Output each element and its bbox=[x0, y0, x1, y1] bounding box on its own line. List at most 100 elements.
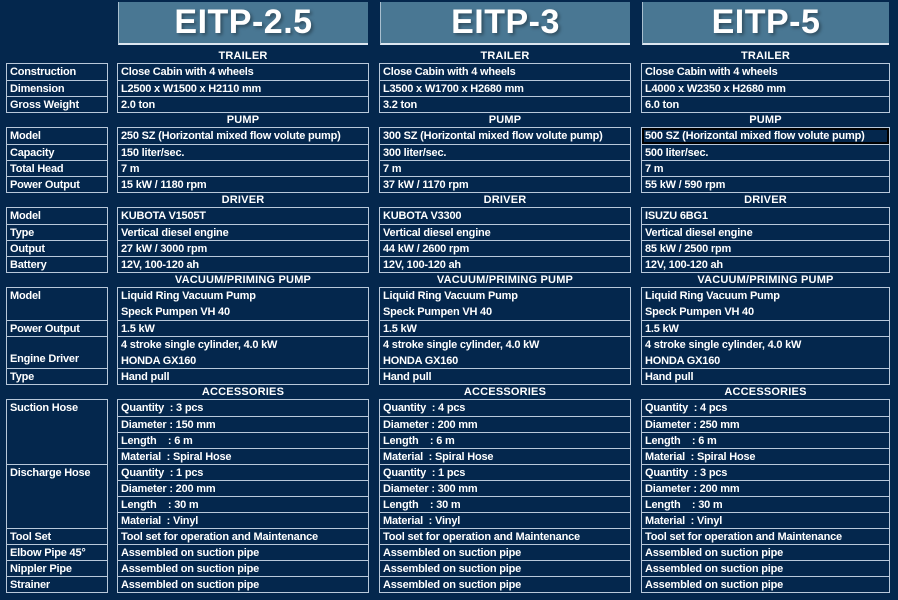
section-header-accessories[interactable]: ACCESSORIES bbox=[463, 386, 547, 398]
value-tool-set[interactable]: Tool set for operation and Maintenance bbox=[642, 528, 889, 544]
value-power-output[interactable]: 15 kW / 1180 rpm bbox=[118, 176, 368, 192]
row-label-strainer[interactable]: Strainer bbox=[7, 576, 107, 592]
row-label-gross-weight[interactable]: Gross Weight bbox=[7, 96, 107, 112]
row-label-model[interactable]: Model bbox=[10, 290, 41, 302]
value-suction-quantity[interactable]: Quantity : 4 pcs bbox=[645, 402, 728, 414]
value-dimension[interactable]: L3500 x W1700 x H2680 mm bbox=[380, 80, 630, 96]
value-engine-driver[interactable]: 4 stroke single cylinder, 4.0 kW HONDA G… bbox=[642, 336, 889, 368]
value-construction[interactable]: Close Cabin with 4 wheels bbox=[121, 66, 254, 78]
row-label-type[interactable]: Type bbox=[7, 224, 107, 240]
row-label-total-head[interactable]: Total Head bbox=[7, 160, 107, 176]
value-battery[interactable]: 12V, 100-120 ah bbox=[642, 256, 889, 272]
value-elbow-pipe[interactable]: Assembled on suction pipe bbox=[118, 544, 368, 560]
value-driver-output[interactable]: 44 kW / 2600 rpm bbox=[380, 240, 630, 256]
value-suction-quantity[interactable]: Quantity : 4 pcs bbox=[383, 402, 466, 414]
value-gross-weight[interactable]: 6.0 ton bbox=[642, 96, 889, 112]
section-header-driver[interactable]: DRIVER bbox=[744, 194, 787, 206]
value-driver-output[interactable]: 27 kW / 3000 rpm bbox=[118, 240, 368, 256]
section-header-trailer[interactable]: TRAILER bbox=[740, 50, 791, 62]
section-header-vacuum[interactable]: VACUUM/PRIMING PUMP bbox=[436, 274, 574, 286]
product-title[interactable]: EITP-2.5 bbox=[118, 2, 368, 45]
row-label-discharge-hose[interactable]: Discharge Hose bbox=[7, 464, 107, 528]
value-suction-material[interactable]: Material : Spiral Hose bbox=[642, 448, 889, 464]
value-tool-set[interactable]: Tool set for operation and Maintenance bbox=[118, 528, 368, 544]
section-header-accessories[interactable]: ACCESSORIES bbox=[201, 386, 285, 398]
value-discharge-diameter[interactable]: Diameter : 300 mm bbox=[380, 480, 630, 496]
value-suction-material[interactable]: Material : Spiral Hose bbox=[118, 448, 368, 464]
section-header-pump[interactable]: PUMP bbox=[488, 114, 522, 126]
value-suction-diameter[interactable]: Diameter : 200 mm bbox=[380, 416, 630, 432]
value-vacuum-type[interactable]: Hand pull bbox=[118, 368, 368, 384]
value-discharge-material[interactable]: Material : Vinyl bbox=[642, 512, 889, 528]
value-suction-diameter[interactable]: Diameter : 150 mm bbox=[118, 416, 368, 432]
value-discharge-length[interactable]: Length : 30 m bbox=[642, 496, 889, 512]
value-discharge-quantity[interactable]: Quantity : 1 pcs bbox=[118, 464, 368, 480]
section-header-pump[interactable]: PUMP bbox=[749, 114, 782, 126]
product-title[interactable]: EITP-3 bbox=[380, 2, 630, 45]
value-driver-type[interactable]: Vertical diesel engine bbox=[380, 224, 630, 240]
section-header-trailer[interactable]: TRAILER bbox=[218, 50, 268, 62]
value-suction-length[interactable]: Length : 6 m bbox=[642, 432, 889, 448]
value-discharge-length[interactable]: Length : 30 m bbox=[380, 496, 630, 512]
value-driver-type[interactable]: Vertical diesel engine bbox=[642, 224, 889, 240]
value-dimension[interactable]: L4000 x W2350 x H2680 mm bbox=[642, 80, 889, 96]
section-header-trailer[interactable]: TRAILER bbox=[480, 50, 530, 62]
section-header-pump[interactable]: PUMP bbox=[226, 114, 260, 126]
row-label-tool-set[interactable]: Tool Set bbox=[7, 528, 107, 544]
value-pump-model-active-cell[interactable]: 500 SZ (Horizontal mixed flow volute pum… bbox=[642, 128, 889, 144]
value-pump-model[interactable]: 250 SZ (Horizontal mixed flow volute pum… bbox=[121, 130, 341, 142]
value-discharge-diameter[interactable]: Diameter : 200 mm bbox=[642, 480, 889, 496]
value-vacuum-model[interactable]: Liquid Ring Vacuum Pump Speck Pumpen VH … bbox=[380, 288, 630, 320]
value-total-head[interactable]: 7 m bbox=[642, 160, 889, 176]
value-gross-weight[interactable]: 3.2 ton bbox=[380, 96, 630, 112]
value-nippler-pipe[interactable]: Assembled on suction pipe bbox=[642, 560, 889, 576]
value-engine-driver[interactable]: 4 stroke single cylinder, 4.0 kW HONDA G… bbox=[118, 336, 368, 368]
value-nippler-pipe[interactable]: Assembled on suction pipe bbox=[380, 560, 630, 576]
section-header-vacuum[interactable]: VACUUM/PRIMING PUMP bbox=[174, 274, 312, 286]
value-discharge-material[interactable]: Material : Vinyl bbox=[380, 512, 630, 528]
section-header-vacuum[interactable]: VACUUM/PRIMING PUMP bbox=[697, 274, 834, 286]
row-label-engine-driver[interactable]: Engine Driver bbox=[7, 336, 107, 368]
value-vacuum-type[interactable]: Hand pull bbox=[642, 368, 889, 384]
value-capacity[interactable]: 150 liter/sec. bbox=[118, 144, 368, 160]
value-discharge-quantity[interactable]: Quantity : 3 pcs bbox=[642, 464, 889, 480]
value-construction[interactable]: Close Cabin with 4 wheels bbox=[645, 66, 778, 78]
row-label-power-output[interactable]: Power Output bbox=[7, 320, 107, 336]
value-capacity[interactable]: 300 liter/sec. bbox=[380, 144, 630, 160]
value-suction-quantity[interactable]: Quantity : 3 pcs bbox=[121, 402, 204, 414]
value-discharge-diameter[interactable]: Diameter : 200 mm bbox=[118, 480, 368, 496]
value-total-head[interactable]: 7 m bbox=[380, 160, 630, 176]
value-total-head[interactable]: 7 m bbox=[118, 160, 368, 176]
value-suction-material[interactable]: Material : Spiral Hose bbox=[380, 448, 630, 464]
row-label-power-output[interactable]: Power Output bbox=[7, 176, 107, 192]
row-label-battery[interactable]: Battery bbox=[7, 256, 107, 272]
row-label-elbow-pipe[interactable]: Elbow Pipe 45° bbox=[7, 544, 107, 560]
value-suction-length[interactable]: Length : 6 m bbox=[118, 432, 368, 448]
value-vacuum-power[interactable]: 1.5 kW bbox=[380, 320, 630, 336]
value-tool-set[interactable]: Tool set for operation and Maintenance bbox=[380, 528, 630, 544]
value-strainer[interactable]: Assembled on suction pipe bbox=[642, 576, 889, 592]
row-label-nippler-pipe[interactable]: Nippler Pipe bbox=[7, 560, 107, 576]
value-vacuum-power[interactable]: 1.5 kW bbox=[118, 320, 368, 336]
value-suction-diameter[interactable]: Diameter : 250 mm bbox=[642, 416, 889, 432]
row-label-model[interactable]: Model bbox=[10, 130, 41, 142]
row-label-construction[interactable]: Construction bbox=[10, 66, 77, 78]
value-strainer[interactable]: Assembled on suction pipe bbox=[380, 576, 630, 592]
value-construction[interactable]: Close Cabin with 4 wheels bbox=[383, 66, 516, 78]
value-driver-output[interactable]: 85 kW / 2500 rpm bbox=[642, 240, 889, 256]
value-discharge-length[interactable]: Length : 30 m bbox=[118, 496, 368, 512]
row-label-dimension[interactable]: Dimension bbox=[7, 80, 107, 96]
value-elbow-pipe[interactable]: Assembled on suction pipe bbox=[642, 544, 889, 560]
section-header-driver[interactable]: DRIVER bbox=[483, 194, 527, 206]
value-driver-model[interactable]: ISUZU 6BG1 bbox=[645, 210, 708, 222]
section-header-accessories[interactable]: ACCESSORIES bbox=[724, 386, 807, 398]
value-elbow-pipe[interactable]: Assembled on suction pipe bbox=[380, 544, 630, 560]
value-driver-model[interactable]: KUBOTA V3300 bbox=[383, 210, 462, 222]
row-label-type[interactable]: Type bbox=[7, 368, 107, 384]
value-vacuum-model[interactable]: Liquid Ring Vacuum Pump Speck Pumpen VH … bbox=[118, 288, 368, 320]
value-power-output[interactable]: 37 kW / 1170 rpm bbox=[380, 176, 630, 192]
value-capacity[interactable]: 500 liter/sec. bbox=[642, 144, 889, 160]
value-vacuum-type[interactable]: Hand pull bbox=[380, 368, 630, 384]
value-driver-model[interactable]: KUBOTA V1505T bbox=[121, 210, 206, 222]
value-strainer[interactable]: Assembled on suction pipe bbox=[118, 576, 368, 592]
